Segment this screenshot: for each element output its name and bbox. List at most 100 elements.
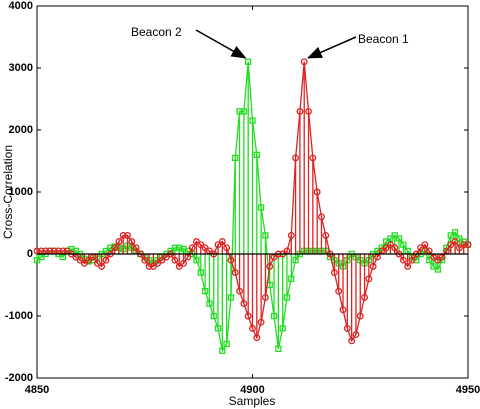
marker: [128, 238, 136, 246]
marker: [365, 275, 373, 283]
marker: [176, 244, 183, 251]
marker: [111, 244, 119, 252]
marker: [352, 331, 360, 339]
marker: [145, 262, 153, 270]
y-tick-label: 3000: [9, 62, 33, 74]
marker: [464, 241, 472, 249]
marker: [399, 256, 407, 264]
marker: [115, 238, 123, 246]
marker: [253, 151, 260, 158]
marker: [313, 188, 321, 196]
marker: [132, 244, 140, 252]
marker: [460, 241, 468, 249]
marker: [300, 58, 308, 66]
marker: [98, 262, 106, 270]
marker: [257, 318, 265, 326]
marker: [279, 325, 286, 332]
marker: [348, 337, 356, 345]
marker: [369, 262, 377, 270]
y-tick-label: 2000: [9, 124, 33, 136]
marker: [141, 256, 149, 264]
marker: [227, 294, 235, 301]
marker: [231, 269, 239, 277]
marker: [343, 324, 351, 332]
marker: [426, 257, 433, 264]
marker: [309, 154, 317, 162]
marker: [223, 340, 230, 348]
marker: [249, 324, 256, 332]
annotation-arrow: [306, 36, 357, 59]
marker: [305, 107, 312, 115]
marker: [270, 312, 278, 320]
marker: [356, 312, 364, 320]
marker: [102, 256, 110, 264]
y-tick-label: 1000: [9, 186, 33, 198]
y-tick-label: -1000: [5, 310, 33, 322]
marker: [339, 306, 347, 314]
marker: [434, 266, 441, 273]
marker: [240, 108, 248, 115]
marker: [249, 117, 256, 124]
marker: [292, 154, 300, 162]
marker: [262, 232, 269, 239]
marker: [219, 347, 226, 354]
marker: [283, 294, 291, 301]
x-tick-label: 4950: [456, 384, 480, 396]
x-tick-label: 4900: [240, 384, 264, 396]
marker: [288, 275, 295, 282]
marker: [201, 288, 209, 295]
x-axis-label: Samples: [229, 394, 276, 408]
marker: [193, 257, 200, 264]
marker: [408, 256, 416, 264]
marker: [124, 231, 131, 239]
marker: [266, 262, 274, 270]
marker: [218, 238, 226, 246]
y-tick-label: -2000: [5, 372, 33, 384]
marker: [322, 231, 330, 239]
marker: [223, 244, 231, 252]
marker: [292, 257, 299, 264]
marker: [451, 229, 459, 236]
y-tick-label: 4000: [9, 0, 33, 12]
marker: [296, 107, 304, 115]
annotation-arrow: [195, 29, 247, 59]
marker: [107, 244, 114, 251]
x-tick-label: 4850: [25, 384, 49, 396]
marker: [275, 345, 282, 353]
marker: [287, 231, 295, 239]
marker: [214, 325, 222, 332]
marker: [171, 244, 179, 251]
marker: [236, 108, 243, 115]
marker: [171, 256, 179, 264]
marker: [227, 256, 235, 264]
marker: [240, 300, 248, 308]
marker: [335, 287, 343, 295]
marker: [206, 300, 213, 307]
annotation: Beacon 1: [358, 32, 409, 46]
marker: [261, 293, 269, 301]
y-axis-label: Cross-Correlation: [1, 145, 15, 239]
marker: [257, 204, 265, 211]
marker: [395, 235, 403, 242]
marker: [236, 287, 244, 295]
marker: [421, 241, 429, 249]
marker: [318, 213, 325, 221]
marker: [119, 231, 127, 239]
marker: [180, 259, 187, 267]
marker: [253, 334, 261, 342]
marker: [188, 244, 196, 252]
marker: [413, 257, 420, 264]
marker: [361, 293, 369, 301]
marker: [197, 269, 204, 276]
marker: [232, 154, 239, 162]
marker: [400, 241, 407, 248]
marker: [245, 58, 252, 65]
annotation: Beacon 2: [131, 25, 182, 39]
marker: [451, 238, 459, 246]
marker: [330, 269, 338, 277]
marker: [244, 312, 252, 320]
marker: [391, 244, 399, 252]
marker: [404, 262, 412, 270]
y-tick-label: 0: [27, 248, 33, 260]
